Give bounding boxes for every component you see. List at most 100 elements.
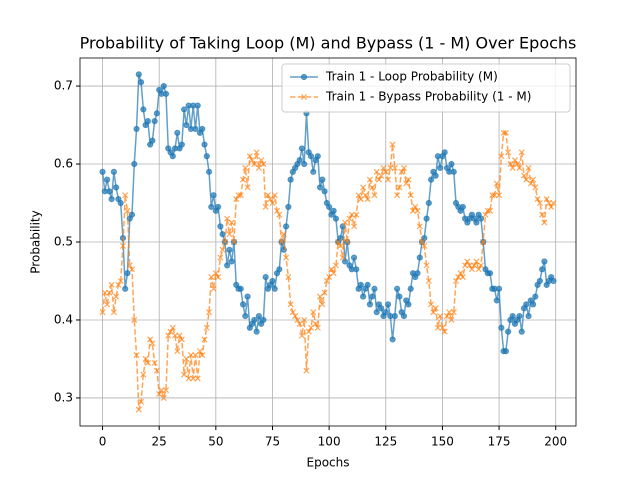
point-marker <box>178 336 185 343</box>
point-marker <box>450 309 457 316</box>
point-marker <box>305 328 312 335</box>
point-marker <box>296 157 303 164</box>
point-marker <box>128 266 136 273</box>
point-marker <box>187 352 194 359</box>
point-marker <box>138 398 145 405</box>
point-marker <box>210 192 217 199</box>
point-marker <box>133 352 140 359</box>
point-marker <box>160 394 167 401</box>
point-marker <box>251 316 258 324</box>
point-marker <box>480 238 487 246</box>
point-marker <box>103 176 111 183</box>
point-marker <box>276 211 283 218</box>
y-tick-label: 0.3 <box>54 390 73 404</box>
legend-box <box>281 63 571 113</box>
x-tick-label: 25 <box>152 435 167 449</box>
point-marker <box>133 125 140 133</box>
point-marker <box>260 161 267 168</box>
point-marker <box>151 359 158 366</box>
point-marker <box>298 332 305 339</box>
point-marker <box>366 301 374 308</box>
point-marker <box>520 172 528 179</box>
point-marker <box>514 161 521 168</box>
point-marker <box>199 352 206 359</box>
point-marker <box>337 235 344 242</box>
point-marker <box>215 274 222 281</box>
point-marker <box>131 316 138 323</box>
axes-frame <box>79 57 577 427</box>
point-marker <box>339 223 346 230</box>
point-marker <box>301 160 308 168</box>
point-marker <box>416 254 423 261</box>
point-marker <box>282 223 290 230</box>
y-tick-label: 0.7 <box>54 79 73 93</box>
point-marker <box>394 192 401 199</box>
point-marker <box>226 246 233 253</box>
point-marker <box>371 285 378 292</box>
point-marker <box>287 176 294 183</box>
point-marker <box>115 281 122 288</box>
point-marker <box>314 324 321 331</box>
point-marker <box>205 168 213 175</box>
point-marker <box>249 157 256 164</box>
point-marker <box>416 223 423 230</box>
point-marker <box>495 285 503 292</box>
point-marker <box>523 301 530 308</box>
point-marker <box>369 184 376 191</box>
x-tick-label: 150 <box>431 435 454 449</box>
point-marker <box>448 160 455 168</box>
point-marker <box>158 387 165 394</box>
point-marker <box>457 270 464 277</box>
point-marker <box>117 199 124 207</box>
point-marker <box>192 125 199 133</box>
point-marker <box>452 277 460 285</box>
point-marker <box>502 129 509 136</box>
point-marker <box>303 367 310 374</box>
point-marker <box>330 207 337 214</box>
point-marker <box>373 309 380 316</box>
point-marker <box>194 102 201 109</box>
point-marker <box>239 301 247 308</box>
point-marker <box>99 168 106 175</box>
point-marker <box>455 274 462 281</box>
point-marker <box>283 254 290 261</box>
point-marker <box>312 320 319 327</box>
point-marker <box>113 184 120 191</box>
point-marker <box>212 270 219 277</box>
x-tick-label: 75 <box>265 435 280 449</box>
x-tick-label: 175 <box>488 435 511 449</box>
point-marker <box>493 297 500 304</box>
point-marker <box>430 309 437 316</box>
point-marker <box>151 118 158 125</box>
point-marker <box>391 312 398 320</box>
y-tick-label: 0.5 <box>54 235 73 249</box>
point-marker <box>500 129 507 136</box>
point-marker <box>185 375 192 382</box>
point-marker <box>364 196 371 203</box>
point-marker <box>196 348 204 355</box>
point-marker <box>350 254 358 261</box>
point-marker <box>423 262 430 269</box>
point-marker <box>273 207 281 214</box>
point-marker <box>219 231 226 238</box>
point-marker <box>230 238 237 246</box>
point-marker <box>253 328 260 335</box>
point-marker <box>208 203 215 211</box>
point-marker <box>384 301 392 308</box>
point-marker <box>414 270 421 277</box>
point-marker <box>262 203 269 210</box>
point-marker <box>505 149 512 156</box>
point-marker <box>530 176 537 183</box>
point-marker <box>140 371 147 378</box>
point-marker <box>532 184 539 191</box>
point-marker <box>169 153 176 160</box>
point-marker <box>466 262 473 269</box>
point-marker <box>423 215 430 222</box>
point-marker <box>484 207 491 214</box>
legend-marker <box>300 73 308 81</box>
point-marker <box>128 211 136 218</box>
point-marker <box>364 281 371 288</box>
point-marker <box>391 164 398 171</box>
x-tick-label: 125 <box>374 435 397 449</box>
point-marker <box>149 340 156 347</box>
